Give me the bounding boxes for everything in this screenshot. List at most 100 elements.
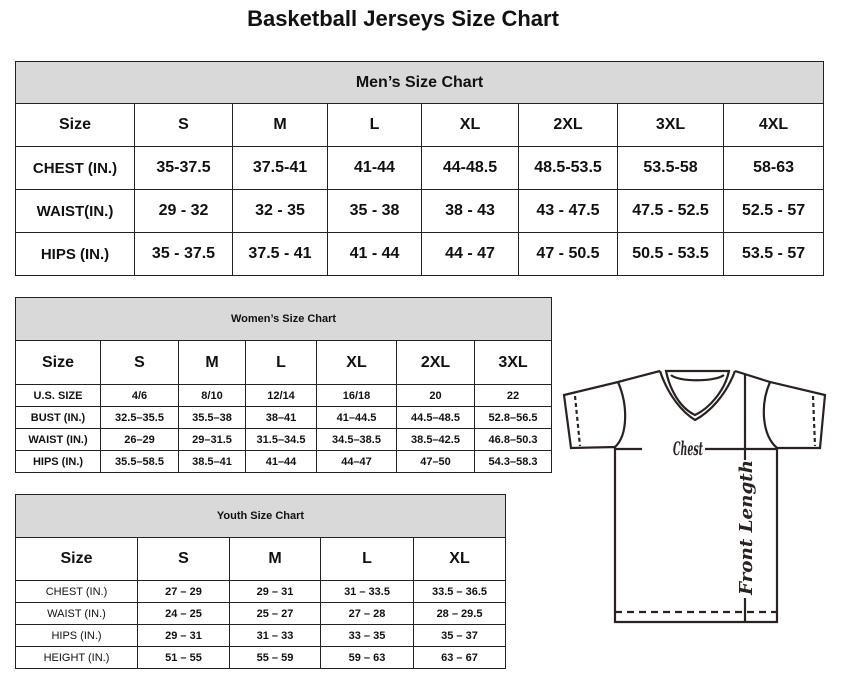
table-cell: 59 – 63 [320, 646, 414, 669]
table-cell: 22 [473, 384, 553, 407]
table-cell: 55 – 59 [229, 646, 321, 669]
table-cell: 41-44 [327, 146, 422, 190]
table-cell: 33 – 35 [320, 624, 414, 647]
table-cell: 35 - 38 [327, 189, 422, 233]
row-label: CHEST (IN.) [15, 580, 138, 603]
row-label: HIPS (IN.) [15, 624, 138, 647]
table-cell: XL [316, 340, 397, 385]
table-cell: 47–50 [396, 450, 475, 473]
table-cell: 54.3–58.3 [473, 450, 553, 473]
table-cell: 32.5–35.5 [100, 406, 179, 429]
table-cell: 3XL [473, 340, 553, 385]
row-label: WAIST(IN.) [15, 189, 135, 233]
table-cell: 33.5 – 36.5 [413, 580, 506, 603]
table-cell: 35.5–58.5 [100, 450, 179, 473]
table-row: BUST (IN.) 32.5–35.5 35.5–38 38–41 41–44.5 44… [15, 406, 553, 429]
row-label: Size [15, 340, 101, 385]
size-header-row: Size S M L XL 2XL 3XL [15, 340, 553, 385]
table-cell: M [229, 537, 321, 581]
table-row: HIPS (IN.) 35 - 37.5 37.5 - 41 41 - 44 44 - … [15, 232, 825, 276]
row-label: Size [15, 103, 135, 147]
table-cell: S [134, 103, 233, 147]
table-cell: 44 - 47 [421, 232, 519, 276]
table-cell: 37.5-41 [232, 146, 328, 190]
table-cell: 27 – 28 [320, 602, 414, 625]
size-header-row: Size S M L XL 2XL 3XL 4XL [15, 103, 825, 147]
table-row: WAIST(IN.) 29 - 32 32 - 35 35 - 38 38 - 43 43… [15, 189, 825, 233]
table-cell: 27 – 29 [137, 580, 230, 603]
table-row: WAIST (IN.) 26–29 29–31.5 31.5–34.5 34.5–38.… [15, 428, 553, 451]
table-cell: M [232, 103, 328, 147]
table-cell: S [100, 340, 179, 385]
mens-table-title: Men’s Size Chart [14, 61, 825, 104]
table-cell: 63 – 67 [413, 646, 506, 669]
youth-table-title: Youth Size Chart [15, 494, 506, 538]
row-label: HIPS (IN.) [15, 450, 101, 473]
table-cell: 38.5–41 [178, 450, 246, 473]
row-label: WAIST (IN.) [15, 428, 101, 451]
table-cell: M [178, 340, 246, 385]
table-cell: XL [421, 103, 519, 147]
womens-table-title: Women’s Size Chart [14, 297, 553, 341]
table-cell: 2XL [396, 340, 475, 385]
row-label: BUST (IN.) [15, 406, 101, 429]
t-shirt-icon: Chest Front Length [562, 369, 827, 624]
table-cell: 51 – 55 [137, 646, 230, 669]
table-cell: 35 - 37.5 [134, 232, 233, 276]
table-row: U.S. SIZE 4/6 8/10 12/14 16/18 20 22 [15, 384, 553, 407]
table-row: WAIST (IN.) 24 – 25 25 – 27 27 – 28 28 – 29.… [15, 602, 506, 625]
row-label: HEIGHT (IN.) [15, 646, 138, 669]
table-cell: 24 – 25 [137, 602, 230, 625]
table-row: HIPS (IN.) 35.5–58.5 38.5–41 41–44 44–47 47–5… [15, 450, 553, 473]
table-cell: 47.5 - 52.5 [617, 189, 724, 233]
table-cell: 35-37.5 [134, 146, 233, 190]
table-cell: 35 – 37 [413, 624, 506, 647]
table-cell: 52.5 - 57 [722, 189, 825, 233]
table-cell: 31 – 33 [229, 624, 321, 647]
table-cell: 53.5-58 [617, 146, 724, 190]
table-cell: 38 - 43 [421, 189, 519, 233]
youth-size-table: Youth Size Chart Size S M L XL CHEST (IN.) 27 … [15, 494, 506, 669]
mens-size-table: Men’s Size Chart Size S M L XL 2XL 3XL 4XL CHEST… [14, 61, 825, 276]
table-cell: 44-48.5 [421, 146, 519, 190]
table-cell: 38–41 [245, 406, 317, 429]
table-row: HIPS (IN.) 29 – 31 31 – 33 33 – 35 35 – 37 [15, 624, 506, 647]
table-cell: L [245, 340, 317, 385]
row-label: U.S. SIZE [15, 384, 101, 407]
table-cell: 52.8–56.5 [473, 406, 553, 429]
table-cell: 37.5 - 41 [232, 232, 328, 276]
page-title: Basketball Jerseys Size Chart [247, 6, 559, 31]
front-length-label: Front Length [736, 460, 757, 596]
table-cell: 4/6 [100, 384, 179, 407]
table-cell: 25 – 27 [229, 602, 321, 625]
table-cell: S [137, 537, 230, 581]
table-cell: 38.5–42.5 [396, 428, 475, 451]
table-row: CHEST (IN.) 27 – 29 29 – 31 31 – 33.5 33.5 –… [15, 580, 506, 603]
table-cell: 58-63 [722, 146, 825, 190]
size-header-row: Size S M L XL [15, 537, 506, 581]
table-cell: 41–44 [245, 450, 317, 473]
table-cell: 50.5 - 53.5 [617, 232, 724, 276]
table-cell: 31 – 33.5 [320, 580, 414, 603]
table-cell: 29 - 32 [134, 189, 233, 233]
table-row: HEIGHT (IN.) 51 – 55 55 – 59 59 – 63 63 – 67 [15, 646, 506, 669]
table-cell: 26–29 [100, 428, 179, 451]
table-cell: 2XL [518, 103, 618, 147]
table-cell: 53.5 - 57 [722, 232, 825, 276]
table-cell: XL [413, 537, 506, 581]
table-cell: 3XL [617, 103, 724, 147]
table-cell: 41 - 44 [327, 232, 422, 276]
table-cell: 29–31.5 [178, 428, 246, 451]
table-cell: 41–44.5 [316, 406, 397, 429]
table-cell: L [327, 103, 422, 147]
table-cell: 44–47 [316, 450, 397, 473]
table-cell: 20 [396, 384, 475, 407]
row-label: CHEST (IN.) [15, 146, 135, 190]
table-cell: 4XL [722, 103, 825, 147]
table-cell: 28 – 29.5 [413, 602, 506, 625]
chest-label: Chest [673, 438, 703, 460]
row-label: HIPS (IN.) [15, 232, 135, 276]
table-cell: 48.5-53.5 [518, 146, 618, 190]
table-cell: 47 - 50.5 [518, 232, 618, 276]
row-label: Size [15, 537, 138, 581]
